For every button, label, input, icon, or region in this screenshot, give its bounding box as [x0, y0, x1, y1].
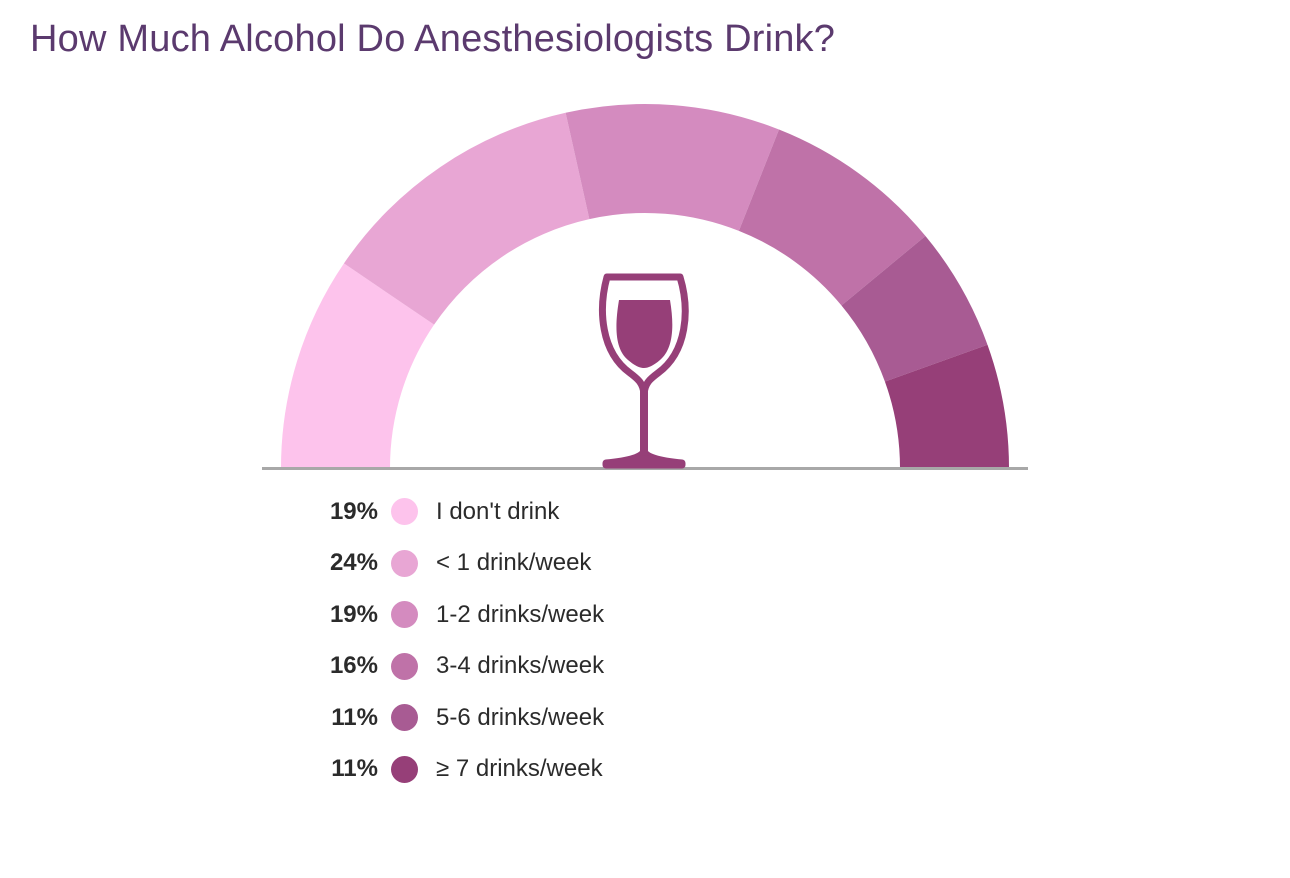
- chart-title: How Much Alcohol Do Anesthesiologists Dr…: [30, 18, 836, 60]
- wine-glass-icon: [599, 273, 689, 469]
- legend-swatch: [391, 704, 418, 732]
- legend-value: 24%: [329, 549, 378, 577]
- gauge-segment: [343, 112, 590, 325]
- legend-label: 1-2 drinks/week: [436, 600, 605, 628]
- legend-item: 16% 3-4 drinks/week: [300, 641, 720, 693]
- legend-swatch: [391, 549, 418, 577]
- legend-item: 11% 5-6 drinks/week: [300, 692, 720, 744]
- legend-label: 3-4 drinks/week: [436, 652, 605, 680]
- legend-label: < 1 drink/week: [436, 549, 592, 577]
- gauge-segment: [884, 344, 1009, 468]
- legend-swatch: [391, 652, 418, 680]
- legend-item: 19% 1-2 drinks/week: [300, 589, 720, 641]
- legend-item: 24% < 1 drink/week: [300, 538, 720, 590]
- legend-item: 19% I don't drink: [300, 486, 720, 538]
- legend-value: 16%: [329, 652, 378, 680]
- legend-value: 11%: [331, 703, 378, 731]
- gauge-segment: [565, 103, 779, 231]
- legend: 19% I don't drink 24% < 1 drink/week 19%…: [300, 486, 720, 795]
- legend-value: 11%: [331, 755, 378, 783]
- legend-label: I don't drink: [436, 497, 560, 525]
- gauge-segment: [281, 263, 435, 468]
- legend-swatch: [391, 755, 418, 783]
- gauge-segments: [281, 103, 1009, 468]
- legend-value: 19%: [329, 497, 378, 525]
- gauge-segment: [841, 235, 988, 382]
- legend-value: 19%: [329, 600, 378, 628]
- legend-swatch: [391, 601, 418, 629]
- legend-label: 5-6 drinks/week: [436, 703, 605, 731]
- gauge-segment: [738, 129, 926, 306]
- legend-item: 11% ≥ 7 drinks/week: [300, 744, 720, 796]
- legend-label: ≥ 7 drinks/week: [436, 755, 603, 783]
- legend-swatch: [391, 498, 418, 526]
